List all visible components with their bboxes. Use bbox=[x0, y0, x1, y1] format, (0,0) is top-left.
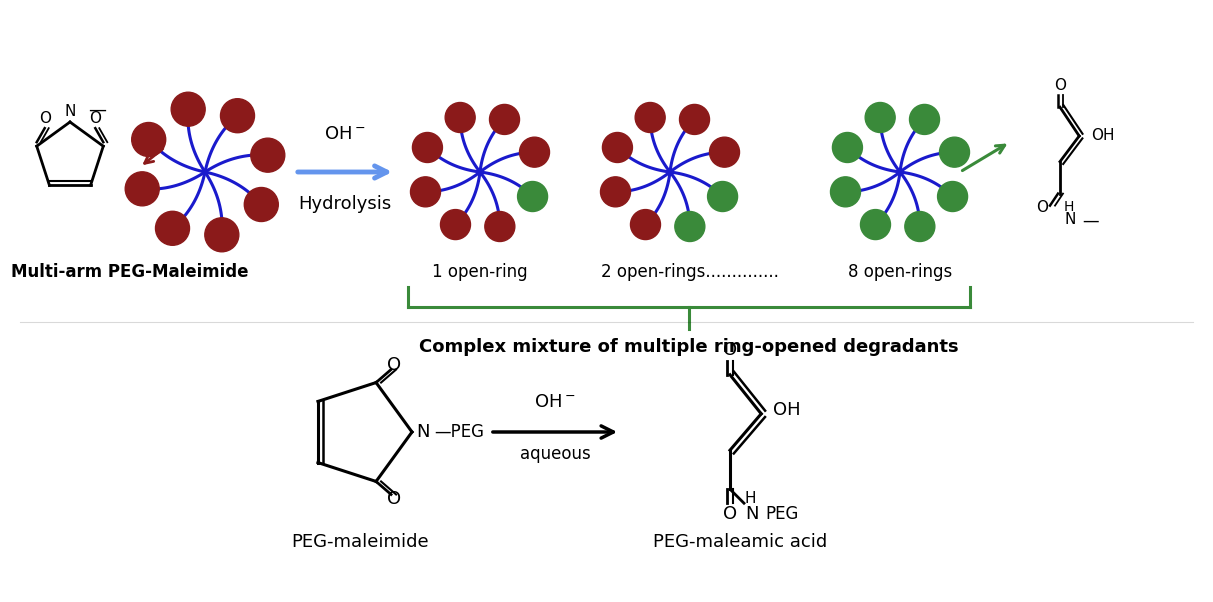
Circle shape bbox=[490, 104, 519, 134]
Text: O: O bbox=[387, 356, 402, 374]
Circle shape bbox=[631, 209, 661, 240]
Circle shape bbox=[485, 211, 514, 241]
Text: O: O bbox=[1054, 78, 1066, 93]
Circle shape bbox=[132, 122, 166, 157]
Text: 2 open-rings..............: 2 open-rings.............. bbox=[602, 263, 779, 281]
Circle shape bbox=[636, 102, 665, 132]
Circle shape bbox=[412, 132, 443, 163]
Text: N: N bbox=[745, 505, 758, 523]
Circle shape bbox=[445, 102, 475, 132]
Circle shape bbox=[674, 211, 705, 241]
Circle shape bbox=[518, 182, 547, 211]
Text: O: O bbox=[39, 111, 51, 126]
Text: —: — bbox=[89, 101, 106, 119]
Text: —PEG: —PEG bbox=[434, 423, 484, 441]
Circle shape bbox=[603, 132, 632, 163]
Circle shape bbox=[710, 137, 740, 167]
Text: 8 open-rings: 8 open-rings bbox=[848, 263, 952, 281]
Circle shape bbox=[940, 137, 969, 167]
Circle shape bbox=[865, 102, 895, 132]
Text: H: H bbox=[1064, 200, 1075, 214]
Circle shape bbox=[707, 182, 738, 211]
Circle shape bbox=[831, 177, 860, 207]
Circle shape bbox=[679, 104, 710, 134]
Circle shape bbox=[205, 218, 239, 252]
Circle shape bbox=[519, 137, 549, 167]
Text: OH$^-$: OH$^-$ bbox=[324, 125, 366, 143]
Circle shape bbox=[910, 104, 940, 134]
Text: aqueous: aqueous bbox=[519, 445, 591, 463]
Circle shape bbox=[244, 187, 278, 222]
Circle shape bbox=[221, 99, 255, 132]
Text: OH: OH bbox=[1092, 128, 1115, 143]
Circle shape bbox=[171, 92, 205, 126]
Text: Complex mixture of multiple ring-opened degradants: Complex mixture of multiple ring-opened … bbox=[420, 338, 958, 356]
Text: PEG-maleamic acid: PEG-maleamic acid bbox=[653, 533, 827, 551]
Circle shape bbox=[155, 211, 189, 245]
Text: —: — bbox=[1082, 211, 1099, 229]
Circle shape bbox=[440, 209, 471, 240]
Text: O: O bbox=[387, 491, 402, 509]
Circle shape bbox=[410, 177, 440, 207]
Text: O: O bbox=[1036, 200, 1048, 215]
Text: N: N bbox=[64, 104, 75, 119]
Text: Hydrolysis: Hydrolysis bbox=[298, 195, 392, 213]
Text: N: N bbox=[416, 423, 429, 441]
Text: Multi-arm PEG-Maleimide: Multi-arm PEG-Maleimide bbox=[11, 263, 249, 281]
Circle shape bbox=[251, 138, 285, 172]
Text: N: N bbox=[1064, 211, 1076, 226]
Text: H: H bbox=[745, 491, 757, 506]
Text: PEG-maleimide: PEG-maleimide bbox=[291, 533, 429, 551]
Circle shape bbox=[860, 209, 890, 240]
Text: O: O bbox=[90, 111, 102, 126]
Circle shape bbox=[905, 211, 935, 241]
Text: O: O bbox=[723, 341, 738, 359]
Text: OH: OH bbox=[773, 401, 801, 419]
Text: PEG: PEG bbox=[765, 505, 798, 523]
Circle shape bbox=[938, 182, 968, 211]
Circle shape bbox=[600, 177, 631, 207]
Text: O: O bbox=[723, 505, 738, 523]
Text: 1 open-ring: 1 open-ring bbox=[432, 263, 528, 281]
Text: OH$^-$: OH$^-$ bbox=[534, 393, 576, 411]
Circle shape bbox=[125, 172, 159, 206]
Circle shape bbox=[832, 132, 862, 163]
